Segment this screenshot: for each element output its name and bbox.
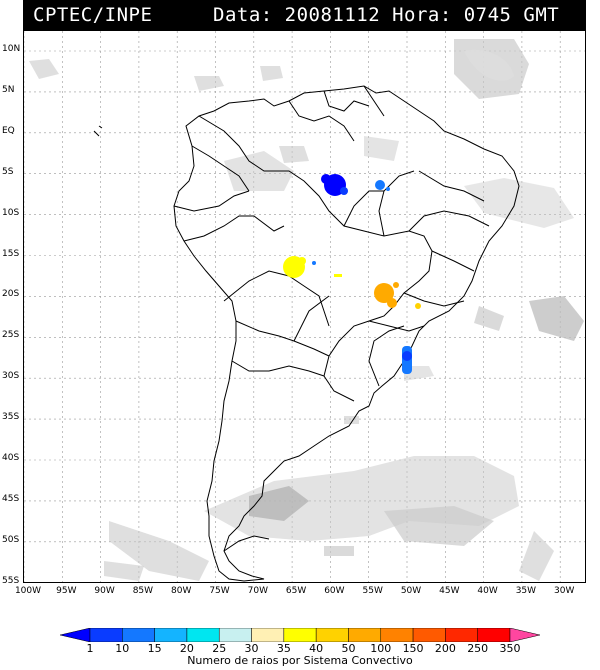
colorbar-cell	[348, 628, 382, 642]
lat-label: 50S	[2, 534, 20, 545]
colorbar-title: Numero de raios por Sistema Convectivo	[187, 654, 413, 667]
colorbar-label: 250	[467, 642, 489, 655]
colorbar-label: 20	[179, 642, 194, 655]
colorbar-label: 150	[402, 642, 424, 655]
lon-label: 65W	[285, 586, 307, 596]
cloud-layer	[29, 39, 584, 581]
lightning-clusters	[283, 174, 421, 374]
colorbar-label: 50	[341, 642, 356, 655]
colorbar-cell	[445, 628, 478, 642]
datetime-title: Data: 20081112 Hora: 0745 GMT	[213, 4, 560, 26]
lat-label: 15S	[2, 248, 20, 259]
colorbar-cell	[380, 628, 414, 642]
lightning-mato-grosso-sul	[374, 283, 394, 303]
colorbar-cell	[251, 628, 285, 642]
colorbar-label: 35	[276, 642, 291, 655]
lat-label: 30S	[2, 371, 20, 382]
lon-label: 100W	[14, 586, 42, 596]
lon-label: 30W	[554, 586, 575, 596]
colorbar-label: 1	[86, 642, 94, 655]
lon-label: 45W	[439, 586, 460, 596]
colorbar	[60, 628, 540, 642]
colorbar-label: 30	[244, 642, 259, 655]
lon-label: 90W	[94, 586, 115, 596]
lat-label: 5S	[2, 166, 14, 177]
colorbar-cell	[509, 628, 540, 642]
lon-label: 70W	[247, 586, 268, 596]
colorbar-label: 350	[499, 642, 521, 655]
lat-label: 5N	[2, 84, 15, 95]
lon-label: 85W	[132, 586, 154, 596]
colorbar-label: 40	[309, 642, 324, 655]
colorbar-cell	[122, 628, 155, 642]
country-borders	[93, 85, 520, 582]
lon-label: 75W	[209, 586, 230, 596]
colorbar-cell	[477, 628, 511, 642]
colorbar-label: 100	[370, 642, 392, 655]
colorbar-label: 25	[212, 642, 227, 655]
lat-label: 20S	[2, 289, 20, 300]
lon-label: 55W	[362, 586, 383, 596]
lon-label: 60W	[324, 586, 345, 596]
colorbar-cell	[154, 628, 188, 642]
source-title: CPTEC/INPE	[33, 4, 153, 26]
lightning-amazon-east	[375, 180, 385, 190]
colorbar-cell	[60, 628, 91, 642]
colorbar-cell	[412, 628, 446, 642]
lat-label: 10S	[2, 207, 20, 218]
lat-label: 35S	[2, 412, 20, 423]
map-panel	[23, 30, 586, 583]
lat-label: 55S	[2, 575, 20, 586]
colorbar-cell	[186, 628, 220, 642]
lon-label: 50W	[400, 586, 422, 596]
lat-label: EQ	[2, 125, 15, 136]
lat-label: 25S	[2, 330, 20, 341]
lon-label: 95W	[56, 586, 77, 596]
lat-label: 45S	[2, 493, 20, 504]
map-canvas	[24, 31, 585, 582]
lon-label: 40W	[477, 586, 498, 596]
colorbar-label: 10	[115, 642, 130, 655]
colorbar-label: 200	[434, 642, 456, 655]
colorbar-label: 15	[147, 642, 162, 655]
header-bar: CPTEC/INPE Data: 20081112 Hora: 0745 GMT	[23, 0, 586, 30]
colorbar-cell	[218, 628, 252, 642]
colorbar-cell	[315, 628, 349, 642]
lon-label: 35W	[515, 586, 537, 596]
lat-label: 40S	[2, 453, 20, 463]
colorbar-cell	[89, 628, 123, 642]
colorbar-cell	[283, 628, 317, 642]
lon-label: 80W	[171, 586, 192, 596]
lat-label: 10N	[2, 44, 21, 54]
